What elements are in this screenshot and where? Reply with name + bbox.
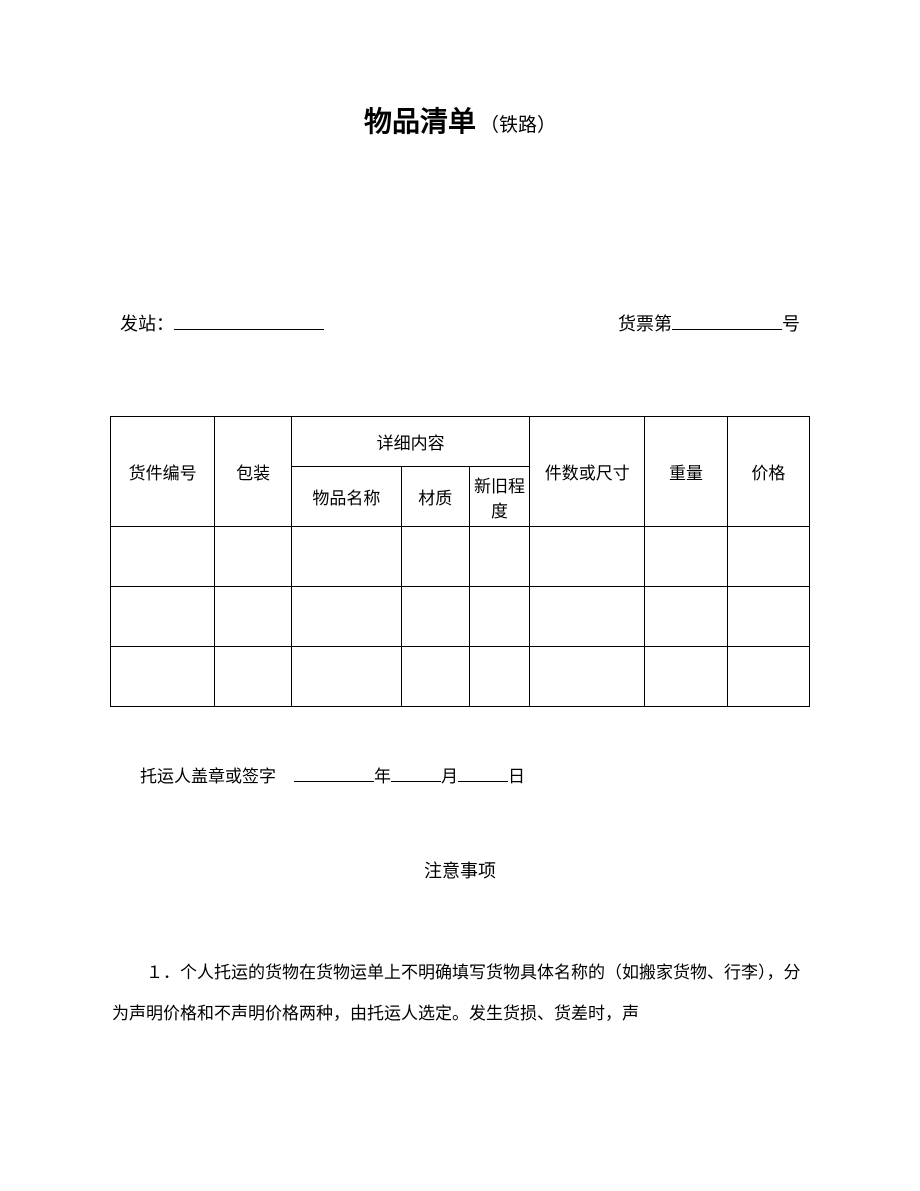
cell (292, 647, 402, 707)
cell (727, 527, 809, 587)
ticket-prefix: 货票第 (618, 310, 672, 336)
cell (530, 647, 645, 707)
th-qty-size: 件数或尺寸 (530, 417, 645, 527)
cell (469, 527, 529, 587)
cell (292, 527, 402, 587)
signature-row: 托运人盖章或签字 年 月 日 (110, 762, 810, 787)
cell (401, 647, 469, 707)
day-blank (458, 764, 508, 782)
th-weight: 重量 (645, 417, 727, 527)
table-row (111, 647, 810, 707)
th-condition: 新旧程度 (469, 467, 529, 527)
cell (111, 647, 215, 707)
cell (215, 647, 292, 707)
cell (727, 647, 809, 707)
th-details: 详细内容 (292, 417, 530, 467)
ticket-suffix: 号 (782, 310, 800, 336)
cell (530, 587, 645, 647)
cell (111, 527, 215, 587)
th-material: 材质 (401, 467, 469, 527)
cell (111, 587, 215, 647)
cell (469, 587, 529, 647)
cell (530, 527, 645, 587)
station-blank (174, 312, 324, 330)
cell (292, 587, 402, 647)
cell (215, 527, 292, 587)
year-blank (294, 764, 374, 782)
info-row: 发站： 货票第 号 (110, 310, 810, 336)
signature-label: 托运人盖章或签字 (140, 762, 276, 787)
cell (215, 587, 292, 647)
year-label: 年 (374, 762, 391, 787)
cell (645, 527, 727, 587)
cell (469, 647, 529, 707)
month-label: 月 (441, 762, 458, 787)
cell (727, 587, 809, 647)
th-item-name: 物品名称 (292, 467, 402, 527)
cell (401, 527, 469, 587)
month-blank (391, 764, 441, 782)
notes-heading: 注意事项 (110, 857, 810, 883)
notes-body: １．个人托运的货物在货物运单上不明确填写货物具体名称的（如搬家货物、行李），分为… (110, 953, 810, 1035)
title-sub: （铁路） (480, 115, 556, 136)
cell (645, 587, 727, 647)
items-table: 货件编号 包装 详细内容 件数或尺寸 重量 价格 物品名称 材质 新旧程度 (110, 416, 810, 707)
station-field: 发站： (120, 310, 324, 336)
station-label: 发站： (120, 310, 174, 336)
cell (645, 647, 727, 707)
day-label: 日 (508, 762, 525, 787)
table-row (111, 527, 810, 587)
th-price: 价格 (727, 417, 809, 527)
title-main: 物品清单 (364, 106, 476, 137)
th-cargo-id: 货件编号 (111, 417, 215, 527)
ticket-blank (672, 312, 782, 330)
ticket-field: 货票第 号 (618, 310, 800, 336)
document-title: 物品清单（铁路） (110, 100, 810, 140)
cell (401, 587, 469, 647)
th-packaging: 包装 (215, 417, 292, 527)
table-row (111, 587, 810, 647)
